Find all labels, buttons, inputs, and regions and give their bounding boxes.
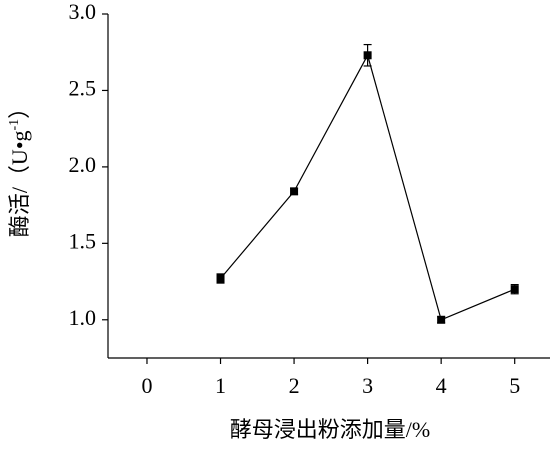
point [216,274,225,283]
y-axis-label-sup: -1 [7,119,22,131]
x-tick-label: 5 [509,373,520,398]
y-tick-label: 1.0 [69,305,97,330]
y-tick-label: 1.5 [69,228,97,253]
y-tick-label: 3.0 [69,0,97,24]
y-axis-label: 酶活/（U•g-1） [7,97,32,237]
x-tick-label: 0 [141,373,152,398]
point [290,187,299,196]
y-axis-label-end: ） [7,97,32,119]
point [510,285,519,294]
x-tick-label: 4 [436,373,447,398]
y-tick-label: 2.0 [69,152,97,177]
x-axis-label: 酵母浸出粉添加量/% [230,417,430,442]
point [437,315,446,324]
y-tick-label: 2.5 [69,75,97,100]
x-tick-label: 2 [289,373,300,398]
y-axis-label-main: 酶活/（U•g [7,130,32,237]
x-tick-label: 1 [215,373,226,398]
x-tick-label: 3 [362,373,373,398]
point [363,51,372,60]
series-line [220,53,515,321]
